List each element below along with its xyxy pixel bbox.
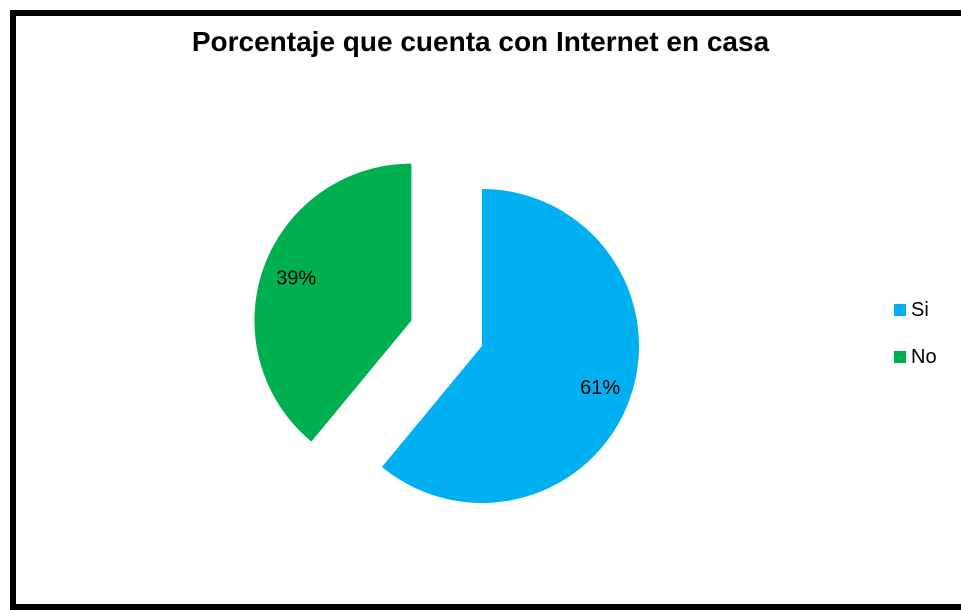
legend-item-no: No bbox=[894, 345, 937, 369]
data-label-no: 39% bbox=[276, 267, 316, 289]
legend-label-si: Si bbox=[911, 298, 929, 321]
pie-slice-no bbox=[254, 163, 412, 442]
legend: Si No bbox=[894, 298, 937, 392]
pie-chart: 61% 39% bbox=[254, 163, 639, 504]
legend-label-no: No bbox=[911, 345, 937, 368]
chart-title: Porcentaje que cuenta con Internet en ca… bbox=[191, 26, 770, 57]
data-label-si: 61% bbox=[580, 377, 620, 399]
pie-slice-si bbox=[381, 189, 639, 504]
legend-swatch-no bbox=[894, 351, 906, 363]
legend-item-si: Si bbox=[894, 298, 937, 322]
legend-swatch-si bbox=[894, 304, 906, 316]
